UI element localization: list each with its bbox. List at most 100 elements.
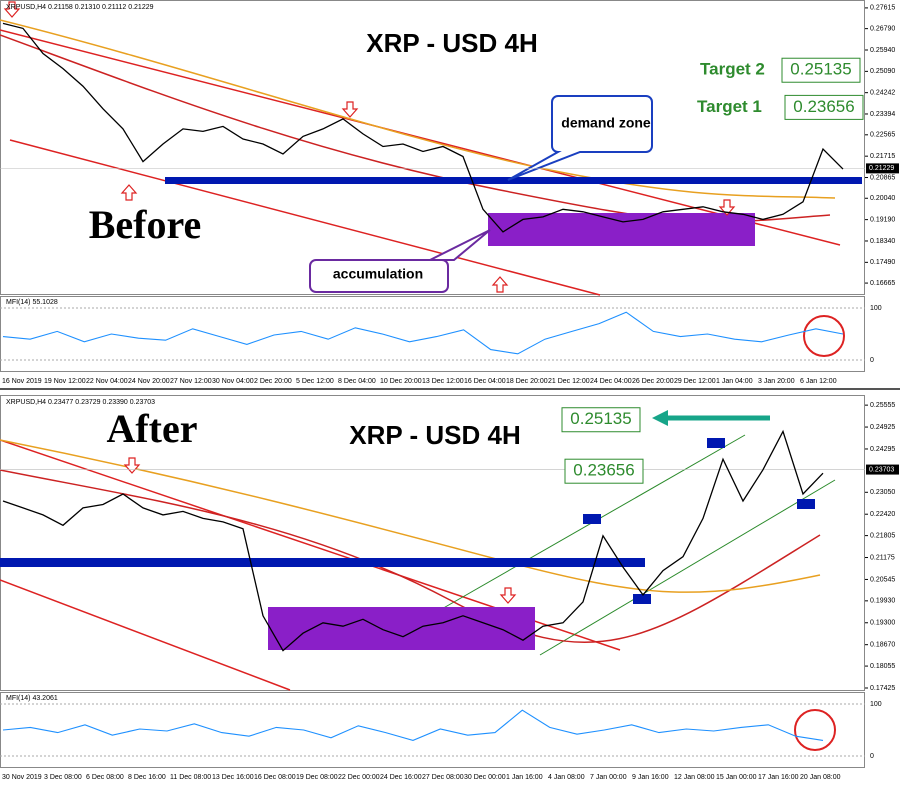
y-tick-label: 0.19300 [870, 620, 895, 627]
chart-title: XRP - USD 4H [349, 420, 520, 450]
y-tick-label: 0.23394 [870, 111, 895, 118]
panel2-overlays [0, 410, 836, 691]
up-arrow [491, 276, 509, 293]
chart-header: XRPUSD,H4 0.23477 0.23729 0.23390 0.2370… [6, 399, 155, 406]
mfi-tick-label: 0 [870, 357, 874, 364]
y-tick-label: 0.25555 [870, 402, 895, 409]
x-tick-label: 24 Nov 20:00 [128, 378, 170, 385]
down-arrow [718, 199, 736, 216]
x-tick-label: 4 Jan 08:00 [548, 774, 585, 781]
demand-band [165, 177, 862, 184]
x-tick-label: 13 Dec 12:00 [422, 378, 464, 385]
y-tick-label: 0.20545 [870, 576, 895, 583]
x-tick-label: 30 Nov 2019 [2, 774, 42, 781]
price-frame [0, 0, 865, 295]
y-tick-label: 0.25090 [870, 68, 895, 75]
x-tick-label: 12 Jan 08:00 [674, 774, 715, 781]
last-price-box [866, 464, 899, 475]
x-tick-label: 19 Dec 08:00 [296, 774, 338, 781]
x-tick-label: 8 Dec 16:00 [128, 774, 166, 781]
y-tick-label: 0.19930 [870, 598, 895, 605]
channel-line [0, 579, 291, 691]
x-tick-label: 11 Dec 08:00 [170, 774, 211, 781]
moving-average [0, 19, 836, 199]
mfi-tick-label: 100 [870, 701, 882, 708]
mfi-line [2, 709, 824, 741]
y-tick-label: 0.25940 [870, 47, 895, 54]
x-tick-label: 5 Dec 12:00 [296, 378, 334, 385]
down-arrow [341, 101, 359, 118]
accumulation-callout [309, 229, 491, 293]
x-tick-label: 22 Nov 04:00 [86, 378, 128, 385]
target-box [784, 94, 864, 120]
y-tick-label: 0.20865 [870, 174, 895, 181]
x-tick-label: 13 Dec 16:00 [212, 774, 254, 781]
y-tick-label: 0.23050 [870, 489, 895, 496]
x-tick-label: 17 Jan 16:00 [758, 774, 799, 781]
x-tick-label: 1 Jan 04:00 [716, 378, 753, 385]
x-tick-label: 3 Dec 08:00 [44, 774, 82, 781]
x-tick-label: 27 Nov 12:00 [170, 378, 212, 385]
y-tick-label: 0.22420 [870, 511, 895, 518]
mfi-tick-label: 100 [870, 305, 882, 312]
stage-label: Before [89, 202, 202, 247]
mfi-frame [0, 692, 865, 768]
up-arrow [120, 184, 138, 201]
highlight-circle [794, 709, 836, 751]
y-tick-label: 0.17490 [870, 259, 895, 266]
x-tick-label: 26 Dec 20:00 [632, 378, 674, 385]
x-tick-label: 29 Dec 12:00 [674, 378, 716, 385]
x-tick-label: 8 Dec 04:00 [338, 378, 376, 385]
demand-zone-label: demand zone [561, 115, 651, 131]
x-tick-label: 10 Dec 20:00 [380, 378, 422, 385]
target-box [781, 57, 861, 83]
x-tick-label: 30 Dec 00:00 [464, 774, 506, 781]
mfi-line [2, 311, 844, 355]
last-price-label: 0.23703 [869, 466, 894, 473]
x-tick-label: 24 Dec 16:00 [380, 774, 422, 781]
x-tick-label: 21 Dec 12:00 [548, 378, 590, 385]
marker [633, 594, 651, 604]
price-frame [0, 395, 865, 691]
x-tick-label: 27 Dec 08:00 [422, 774, 464, 781]
stage-label: After [106, 406, 197, 451]
x-tick-label: 15 Jan 00:00 [716, 774, 757, 781]
target-value: 0.23656 [793, 97, 854, 116]
accumulation-zone [268, 607, 535, 650]
chart-title: XRP - USD 4H [366, 28, 537, 58]
y-tick-label: 0.18670 [870, 642, 895, 649]
x-tick-label: 9 Jan 16:00 [632, 774, 669, 781]
y-tick-label: 0.19190 [870, 216, 895, 223]
x-tick-label: 16 Dec 04:00 [464, 378, 506, 385]
channel-line [9, 139, 601, 296]
target-value: 0.23656 [573, 461, 634, 480]
moving-average [0, 469, 821, 643]
moving-average [0, 439, 821, 593]
y-tick-label: 0.18055 [870, 663, 895, 670]
marker [707, 438, 725, 448]
accumulation-zone [488, 213, 755, 246]
x-tick-label: 18 Dec 20:00 [506, 378, 548, 385]
y-tick-label: 0.22565 [870, 132, 895, 139]
down-arrow [123, 457, 141, 474]
y-tick-label: 0.27615 [870, 5, 895, 12]
chart-header: XRPUSD,H4 0.21158 0.21310 0.21112 0.2122… [6, 4, 154, 11]
last-price-label: 0.21229 [869, 165, 894, 172]
x-tick-label: 16 Nov 2019 [2, 378, 42, 385]
channel-line [0, 29, 841, 246]
mfi-header: MFI(14) 43.2061 [6, 695, 58, 702]
marker [583, 514, 601, 524]
x-tick-label: 3 Jan 20:00 [758, 378, 795, 385]
y-tick-label: 0.16665 [870, 280, 895, 287]
highlight-circle [803, 315, 845, 357]
y-tick-label: 0.21175 [870, 554, 895, 561]
target-name: Target 1 [697, 97, 762, 116]
demand-band [0, 558, 645, 567]
y-tick-label: 0.24295 [870, 446, 895, 453]
y-tick-label: 0.21715 [870, 153, 895, 160]
x-tick-label: 22 Dec 00:00 [338, 774, 380, 781]
x-tick-label: 24 Dec 04:00 [590, 378, 632, 385]
y-tick-label: 0.26790 [870, 25, 895, 32]
target-name: Target 2 [700, 60, 765, 79]
